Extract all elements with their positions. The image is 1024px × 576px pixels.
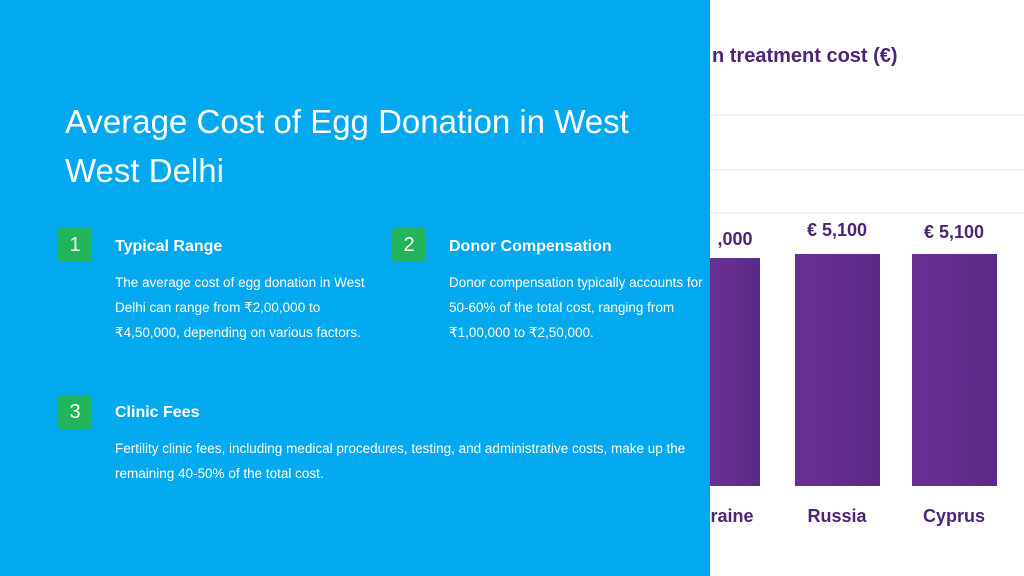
text-panel: Average Cost of Egg Donation in West Wes… bbox=[0, 0, 710, 576]
image-title: n treatment cost (€) bbox=[712, 45, 898, 67]
bar-value-label: € 5,100 bbox=[924, 222, 984, 242]
bar-shape bbox=[795, 254, 880, 486]
number-badge: 1 bbox=[58, 228, 92, 262]
bar-value-label: € 5,100 bbox=[807, 220, 867, 240]
item-heading: Donor Compensation bbox=[449, 238, 612, 255]
item-text: Fertility clinic fees, including medical… bbox=[115, 441, 686, 481]
item-heading: Clinic Fees bbox=[115, 404, 200, 421]
chart-image-svg: n treatment cost (€) ,000 € 5,100 € 5,10… bbox=[710, 45, 1024, 526]
bar-category-label: Cyprus bbox=[923, 506, 985, 526]
chart-image: n treatment cost (€) ,000 € 5,100 € 5,10… bbox=[710, 0, 1024, 576]
item-text: Donor compensation typically accounts fo… bbox=[449, 275, 703, 340]
number-badge: 3 bbox=[58, 395, 92, 429]
bar-shape bbox=[710, 258, 760, 486]
number-badge: 2 bbox=[392, 228, 426, 262]
bar-category-label: Russia bbox=[807, 506, 867, 526]
item-text: The average cost of egg donation in West… bbox=[115, 275, 365, 340]
title-line: West Delhi bbox=[65, 152, 224, 189]
title-line: Average Cost of Egg Donation in West bbox=[65, 103, 629, 140]
item-heading: Typical Range bbox=[115, 238, 223, 255]
bar-shape bbox=[912, 254, 997, 486]
bar-value-label: ,000 bbox=[717, 229, 752, 249]
bar-category-label: raine bbox=[710, 506, 753, 526]
